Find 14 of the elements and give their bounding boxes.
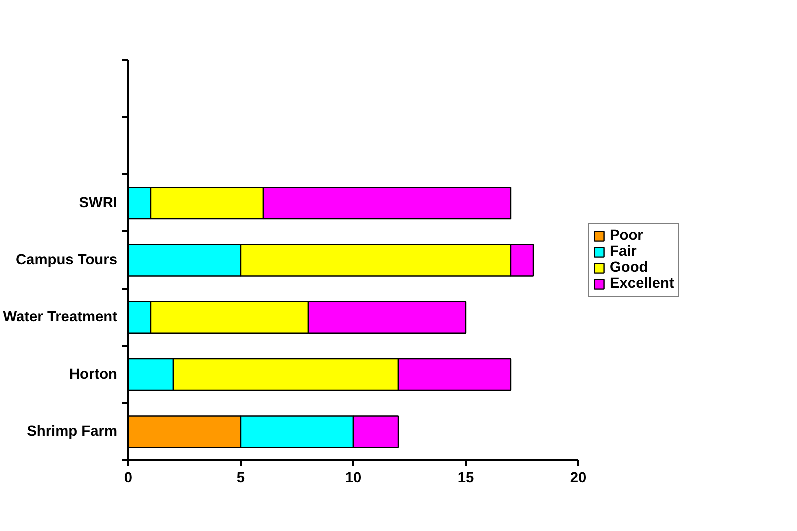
x-tick-label: 5: [236, 470, 246, 486]
legend-label: Fair: [610, 244, 637, 260]
x-tick-label: 0: [124, 470, 133, 486]
x-tick-label: 20: [570, 470, 587, 486]
y-tick-label: Water Treatment: [3, 310, 118, 326]
legend-label: Good: [610, 260, 648, 276]
y-tick-label: Shrimp Farm: [27, 424, 118, 440]
legend-label: Poor: [610, 228, 644, 244]
legend-label: Excellent: [610, 276, 674, 292]
x-tick-label: 10: [345, 470, 362, 486]
x-tick-label: 15: [458, 470, 474, 486]
y-tick-label: Campus Tours: [16, 252, 118, 268]
y-tick-label: SWRI: [79, 195, 118, 212]
y-tick-label: Horton: [69, 366, 118, 383]
